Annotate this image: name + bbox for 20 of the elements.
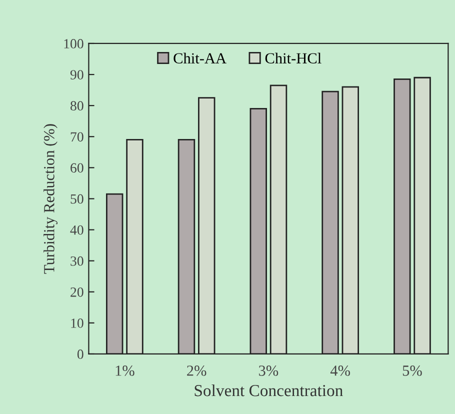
y-tick-label: 40 (70, 225, 84, 235)
y-axis-title: Turbidity Reduction (%) (44, 124, 58, 274)
legend-label: Chit-AA (174, 52, 226, 64)
x-axis-title: Solvent Concentration (194, 384, 343, 396)
x-tick-label: 4% (330, 366, 350, 376)
y-tick-label: 0 (77, 350, 84, 359)
x-tick-label: 3% (259, 366, 278, 376)
y-tick-label: 50 (70, 194, 84, 204)
y-tick-label: 10 (71, 318, 84, 328)
x-tick-label: 5% (402, 366, 422, 376)
y-tick-label: 90 (70, 70, 84, 80)
y-tick-label: 100 (64, 39, 84, 48)
y-tick-label: 80 (70, 101, 84, 111)
y-tick-label: 20 (70, 287, 84, 297)
y-tick-label: 30 (70, 256, 84, 266)
y-tick-label: 60 (70, 163, 84, 173)
x-tick-label: 1% (116, 366, 134, 376)
legend-label: Chit-HCl (265, 52, 322, 64)
x-tick-label: 2% (187, 366, 206, 376)
y-tick-label: 70 (70, 132, 84, 142)
